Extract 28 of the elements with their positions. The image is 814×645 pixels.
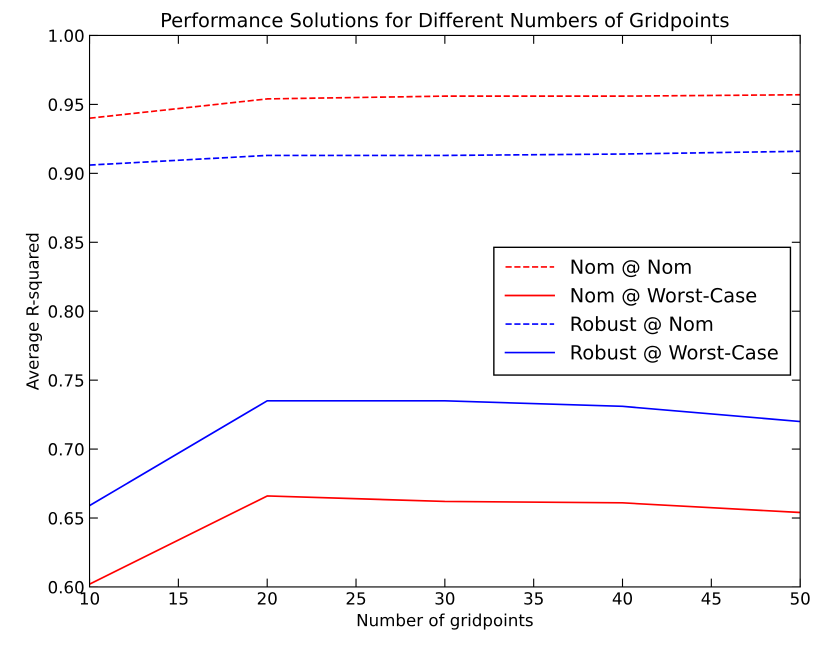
- y-tick-label: 0.95: [48, 98, 84, 111]
- x-tick-label: 10: [80, 592, 100, 605]
- y-tick-label: 0.65: [48, 512, 84, 525]
- x-tick-label: 25: [346, 592, 366, 605]
- line-series: [90, 400, 800, 506]
- y-tick-label: 0.80: [48, 305, 84, 318]
- y-tick-label: 0.60: [48, 580, 84, 594]
- x-axis-title: Number of gridpoints: [358, 613, 533, 630]
- legend-label: Nom @ Nom: [572, 260, 691, 278]
- x-tick-label: 50: [790, 592, 810, 605]
- y-tick-label: 0.75: [48, 374, 84, 387]
- legend-label: Robust @ Worst-Case: [572, 344, 778, 363]
- y-tick-label: 1.00: [49, 29, 84, 42]
- y-tick-label: 0.70: [48, 443, 84, 456]
- x-tick-label: 15: [170, 592, 188, 605]
- x-tick-label: 45: [702, 592, 720, 605]
- y-axis-title: Average R-squared: [26, 234, 42, 390]
- y-tick-label: 0.90: [48, 167, 84, 180]
- line-series: [90, 150, 800, 166]
- legend-label: Robust @ Nom: [572, 316, 712, 334]
- y-tick-label: 0.85: [48, 236, 84, 249]
- chart-title: Performance Solutions for Different Numbers of Gridpoints: [162, 12, 729, 32]
- x-tick-label: 20: [258, 592, 277, 605]
- legend-label: Nom @ Worst-Case: [572, 288, 756, 306]
- x-tick-label: 40: [612, 592, 632, 605]
- x-tick-label: 30: [436, 592, 454, 605]
- x-tick-label: 35: [524, 592, 543, 605]
- line-series: [90, 94, 800, 120]
